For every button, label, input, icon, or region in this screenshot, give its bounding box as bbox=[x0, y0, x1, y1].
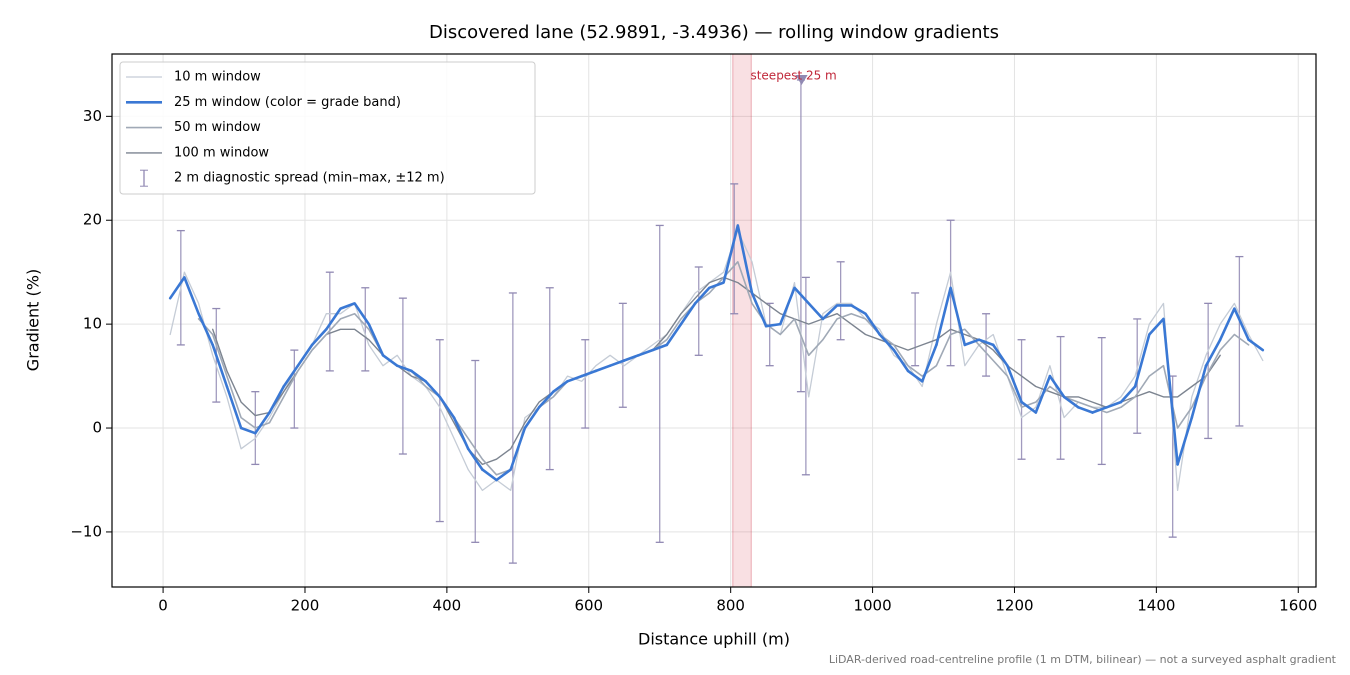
series-line bbox=[878, 333, 896, 352]
legend-label: 10 m window bbox=[174, 70, 261, 85]
series-line bbox=[1247, 338, 1265, 352]
series-line bbox=[410, 369, 427, 383]
legend-label: 50 m window bbox=[174, 120, 261, 135]
series-line bbox=[977, 338, 995, 347]
steepest-span bbox=[732, 53, 752, 588]
series-line bbox=[906, 369, 924, 383]
legend-label: 2 m diagnostic spread (min–max, ±12 m) bbox=[174, 171, 445, 186]
x-tick-label: 800 bbox=[716, 597, 745, 615]
x-tick-label: 0 bbox=[158, 597, 168, 615]
series-line bbox=[1062, 395, 1080, 409]
footnote: LiDAR-derived road-centreline profile (1… bbox=[829, 653, 1337, 666]
series-line bbox=[1218, 307, 1250, 341]
series-line bbox=[310, 328, 328, 347]
series-line bbox=[764, 322, 782, 328]
series-line bbox=[438, 395, 456, 419]
y-tick-label: 0 bbox=[92, 419, 102, 437]
series-line bbox=[225, 385, 243, 430]
y-tick-label: 10 bbox=[83, 315, 102, 333]
series-line bbox=[1006, 364, 1023, 404]
x-tick-label: 1400 bbox=[1137, 597, 1175, 615]
series-line bbox=[594, 364, 612, 373]
series-line bbox=[622, 354, 640, 362]
series-line bbox=[481, 468, 498, 482]
series-line bbox=[495, 468, 512, 482]
series-line bbox=[935, 286, 967, 347]
steepest-marker bbox=[795, 74, 808, 85]
series-line bbox=[509, 426, 527, 471]
series-line bbox=[537, 390, 555, 409]
series-line bbox=[1020, 400, 1038, 414]
series-line bbox=[169, 229, 1264, 492]
x-axis-label: Distance uphill (m) bbox=[638, 630, 790, 649]
legend-box bbox=[119, 61, 536, 195]
series-line bbox=[381, 354, 399, 367]
x-tick-label: 1200 bbox=[995, 597, 1033, 615]
series-line bbox=[1204, 338, 1222, 367]
series-line bbox=[168, 276, 214, 347]
series-line bbox=[665, 322, 683, 347]
chart-title: Discovered lane (52.9891, -3.4936) — rol… bbox=[429, 22, 999, 43]
series-line bbox=[325, 302, 385, 357]
series-line bbox=[693, 224, 768, 328]
x-tick-label: 1000 bbox=[853, 597, 891, 615]
y-tick-label: 30 bbox=[83, 107, 102, 125]
series-line bbox=[1034, 374, 1052, 414]
series-line bbox=[552, 380, 569, 393]
legend-label: 25 m window (color = grade band) bbox=[174, 95, 401, 110]
series-line bbox=[395, 364, 413, 373]
series-line bbox=[608, 359, 626, 367]
series-line bbox=[637, 348, 654, 357]
series-line bbox=[424, 380, 442, 399]
series-line bbox=[1105, 400, 1123, 409]
series-line bbox=[963, 338, 981, 347]
series-line bbox=[282, 364, 300, 388]
x-tick-label: 200 bbox=[291, 597, 320, 615]
series-line bbox=[268, 385, 285, 414]
series-line bbox=[1119, 385, 1137, 404]
series-line bbox=[651, 343, 669, 352]
series-line bbox=[566, 374, 583, 383]
y-axis-label: Gradient (%) bbox=[24, 269, 43, 371]
y-tick-label: −10 bbox=[70, 522, 102, 540]
series-line bbox=[779, 286, 825, 326]
series-line bbox=[991, 343, 1009, 367]
x-tick-label: 600 bbox=[574, 597, 603, 615]
series-line bbox=[1133, 317, 1179, 466]
legend: 10 m window 25 m window (color = grade ba… bbox=[119, 61, 536, 195]
series-line bbox=[254, 411, 271, 435]
series-line bbox=[466, 447, 484, 471]
series-line bbox=[1048, 374, 1066, 399]
y-tick-label: 20 bbox=[83, 211, 102, 229]
series-line bbox=[580, 369, 598, 378]
series-line bbox=[679, 302, 697, 326]
legend-label: 100 m window bbox=[174, 145, 269, 160]
series-line bbox=[1176, 416, 1194, 466]
series-line bbox=[452, 416, 470, 451]
series-line bbox=[296, 343, 314, 367]
series-line bbox=[197, 261, 1250, 476]
x-tick-label: 400 bbox=[433, 597, 462, 615]
series-line bbox=[892, 348, 910, 373]
series-line bbox=[523, 406, 541, 430]
series-line bbox=[211, 343, 229, 388]
series-line bbox=[821, 304, 881, 336]
series-line bbox=[1077, 406, 1094, 414]
series-line bbox=[920, 343, 938, 383]
series-line bbox=[239, 426, 257, 435]
plot-frame bbox=[111, 53, 1317, 588]
x-tick-label: 1600 bbox=[1279, 597, 1317, 615]
series-line bbox=[1091, 406, 1108, 414]
annotation-text: steepest 25 m bbox=[750, 68, 836, 82]
series-line bbox=[1190, 364, 1208, 419]
